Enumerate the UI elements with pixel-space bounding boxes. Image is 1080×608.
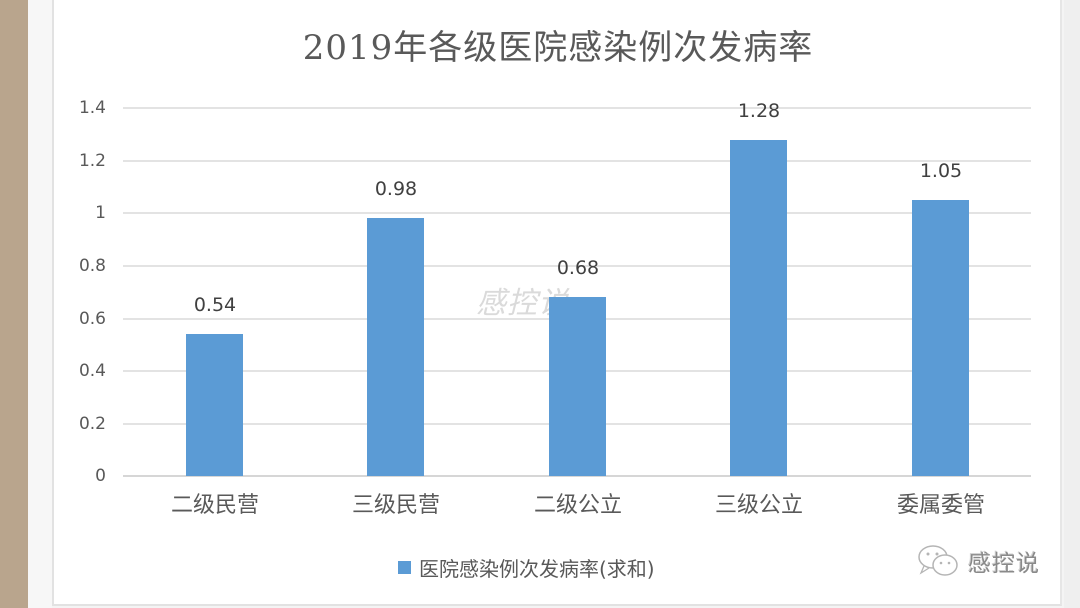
x-axis-line [123, 475, 1031, 477]
data-label: 1.28 [737, 100, 781, 122]
x-tick-label: 三级公立 [714, 493, 803, 518]
legend-label: 医院感染例次发病率(求和) [419, 556, 655, 581]
data-label: 0.98 [374, 178, 418, 200]
left-border-strip [0, 0, 28, 608]
legend-swatch [398, 560, 411, 574]
y-tick-label: 0.6 [78, 309, 106, 329]
y-tick-label: 0.4 [78, 361, 106, 381]
gridline [123, 212, 1031, 214]
chart-title: 2019年各级医院感染例次发病率 [302, 28, 814, 68]
data-label: 0.68 [556, 257, 600, 279]
left-margin [28, 0, 52, 608]
legend: 医院感染例次发病率(求和) [398, 552, 655, 582]
data-label: 1.05 [919, 160, 963, 182]
x-tick-label: 三级民营 [351, 493, 440, 518]
x-tick-label: 二级民营 [170, 493, 259, 518]
y-tick-label: 0.8 [78, 256, 106, 276]
gridline [123, 107, 1031, 109]
y-tick-label: 0.2 [78, 414, 106, 434]
gridline [123, 265, 1031, 267]
y-tick-label: 0 [95, 466, 106, 486]
bar-三级民营 [367, 218, 424, 476]
y-tick-label: 1.2 [78, 151, 106, 171]
right-margin [1064, 0, 1080, 608]
data-label: 0.54 [193, 294, 237, 316]
y-tick-label: 1.4 [78, 98, 106, 118]
corner-watermark: 感控说 [916, 543, 1040, 579]
bar-二级公立 [549, 297, 606, 476]
corner-watermark-text: 感控说 [968, 551, 1040, 577]
x-tick-label: 二级公立 [533, 493, 622, 518]
bar-三级公立 [730, 140, 787, 476]
gridline [123, 160, 1031, 162]
x-tick-label: 委属委管 [896, 493, 985, 518]
bar-二级民营 [186, 334, 243, 476]
wechat-icon [918, 545, 958, 576]
y-tick-label: 1 [95, 203, 106, 223]
bar-委属委管 [912, 200, 969, 476]
